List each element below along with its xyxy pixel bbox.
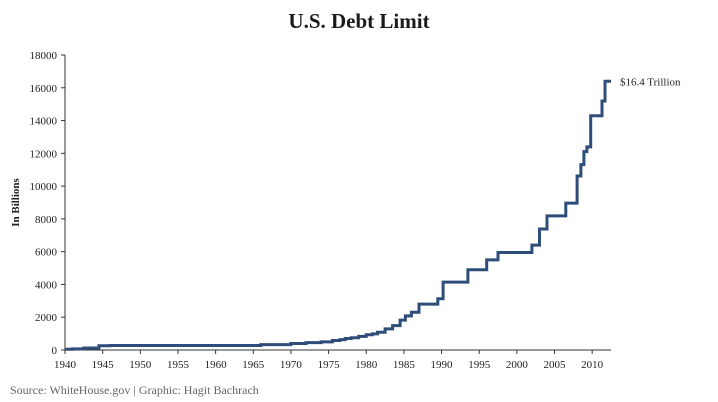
y-tick-label: 10000: [30, 181, 58, 193]
annotation-label: $16.4 Trillion: [620, 76, 681, 88]
axes: [64, 55, 611, 351]
ticks: 0 2000 4000 6000 8000 10000 12000 14000 16000 180…: [30, 50, 604, 371]
y-tick-label: 0: [52, 345, 58, 357]
x-tick-label: 2010: [581, 359, 604, 371]
y-axis-label: In Billions: [10, 177, 22, 226]
x-tick-label: 1985: [393, 359, 416, 371]
x-tick-label: 1945: [92, 359, 115, 371]
x-tick-label: 1990: [431, 359, 454, 371]
x-tick-label: 2000: [506, 359, 529, 371]
chart-title: U.S. Debt Limit: [288, 9, 430, 33]
y-tick-label: 4000: [35, 279, 58, 291]
y-tick-label: 8000: [35, 214, 58, 226]
x-tick-label: 1950: [129, 359, 152, 371]
source-credit: Source: WhiteHouse.gov | Graphic: Hagit …: [10, 383, 259, 397]
x-tick-label: 1960: [205, 359, 228, 371]
x-tick-label: 1980: [355, 359, 378, 371]
y-tick-label: 16000: [30, 83, 58, 95]
x-tick-label: 1995: [468, 359, 491, 371]
x-tick-label: 1940: [54, 359, 77, 371]
y-tick-label: 14000: [30, 116, 58, 128]
y-tick-label: 6000: [35, 247, 58, 259]
x-tick-label: 1965: [242, 359, 265, 371]
y-tick-label: 18000: [30, 50, 58, 62]
x-tick-label: 1970: [280, 359, 303, 371]
x-tick-label: 1955: [167, 359, 190, 371]
series-line: [65, 79, 611, 351]
x-tick-label: 2005: [544, 359, 567, 371]
y-tick-label: 12000: [30, 148, 58, 160]
y-tick-label: 2000: [35, 312, 58, 324]
x-tick-label: 1975: [318, 359, 341, 371]
